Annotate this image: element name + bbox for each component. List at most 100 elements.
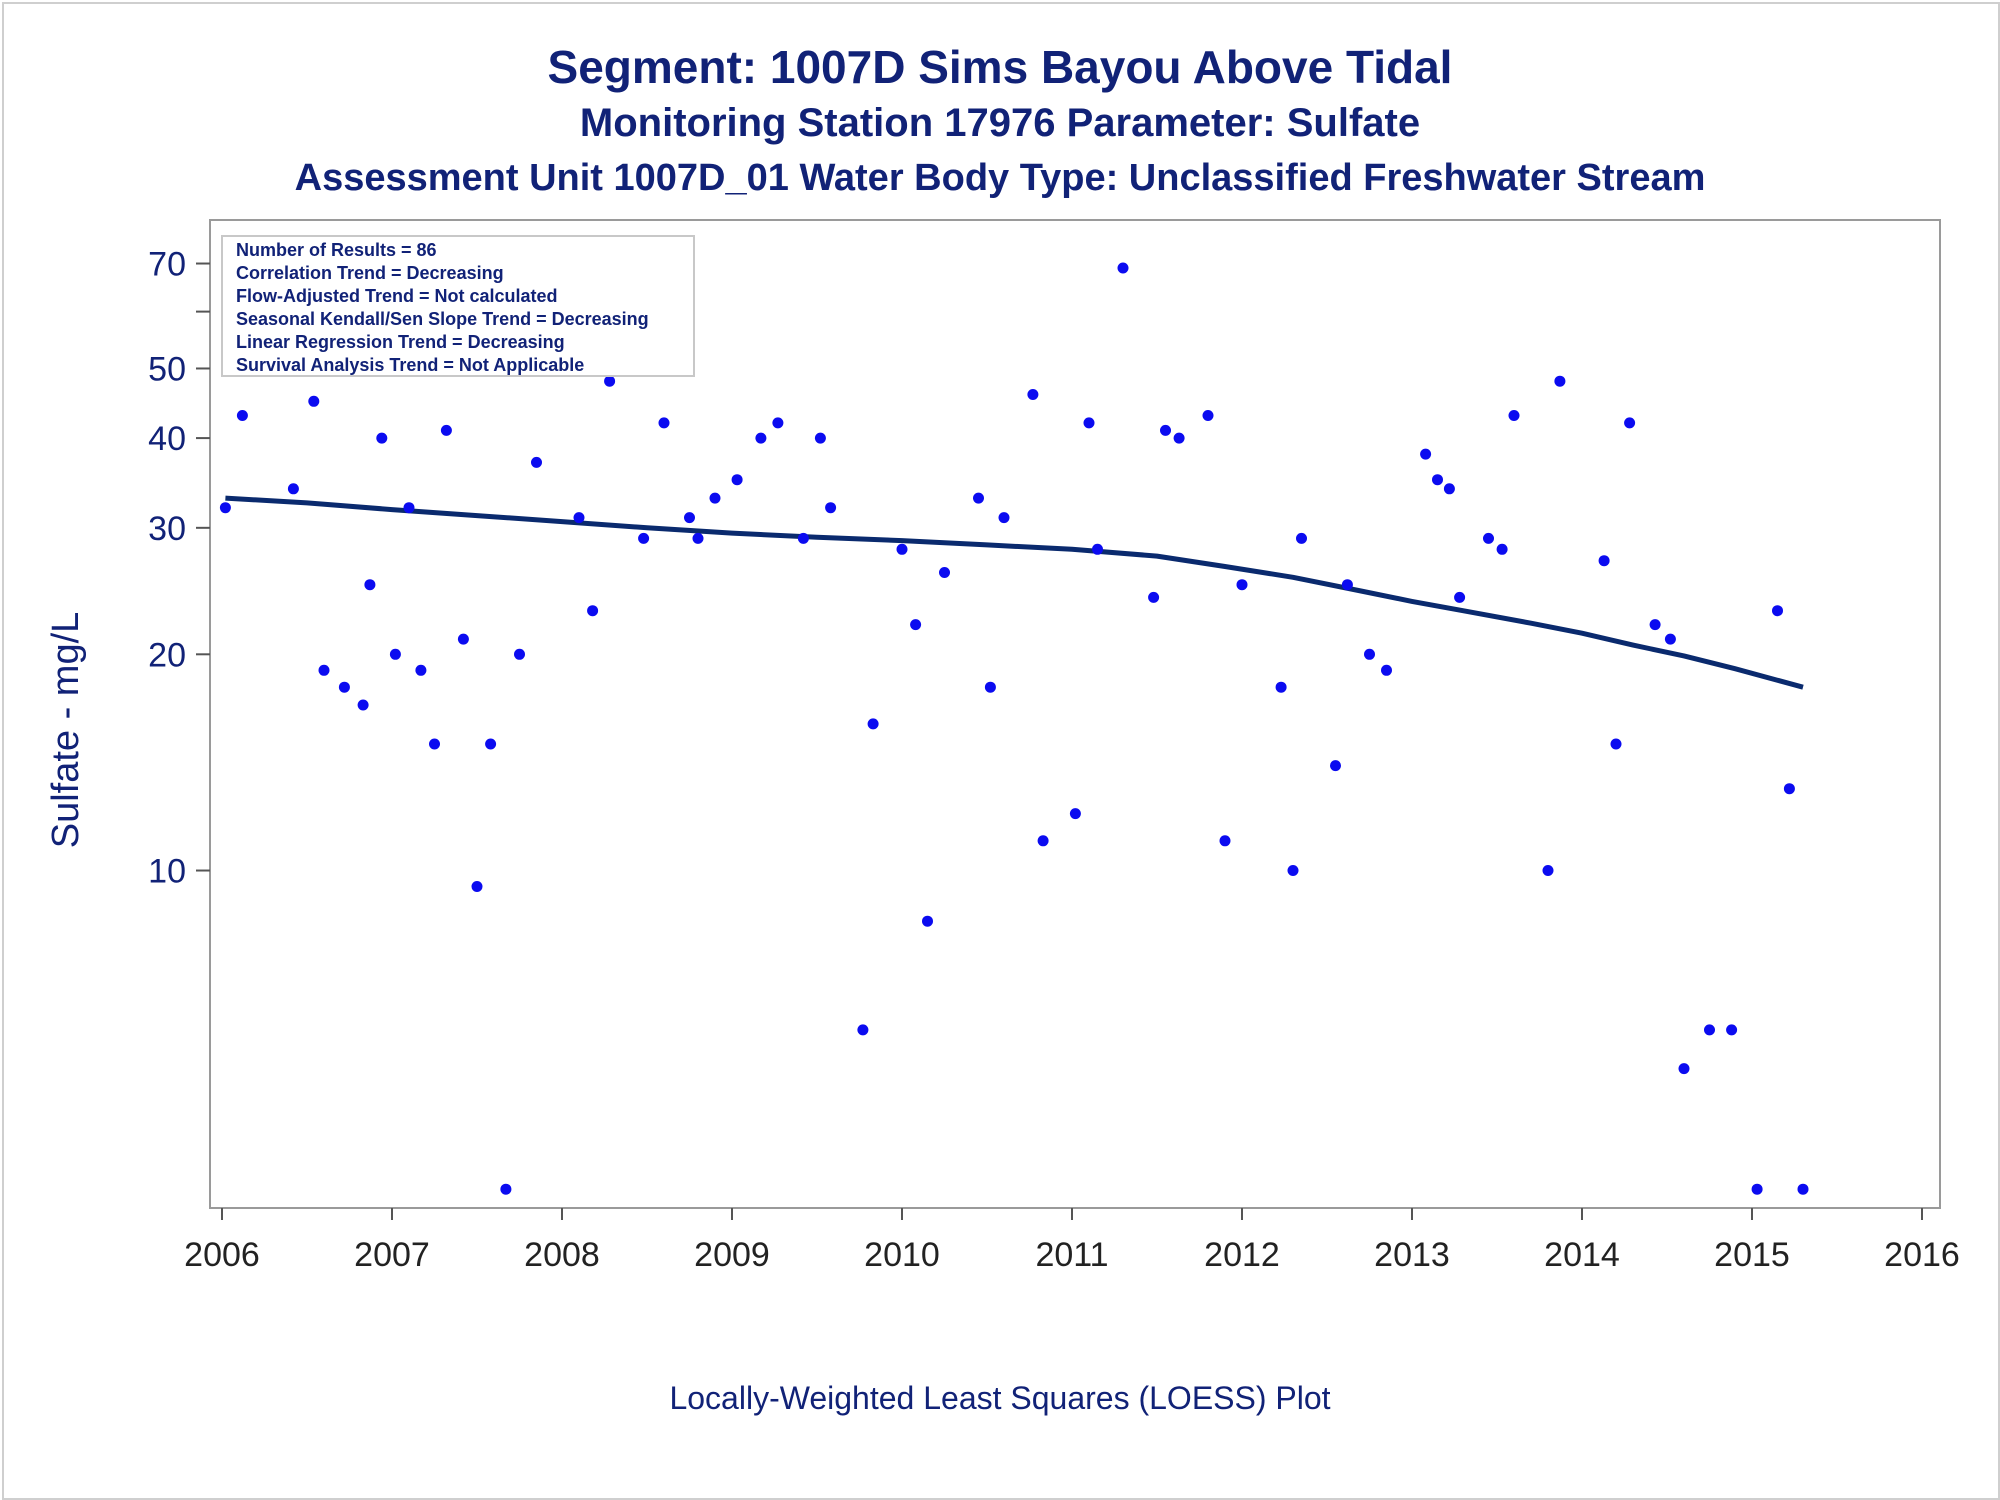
data-point	[1772, 605, 1783, 617]
y-axis: 10 20 30 40 50 70	[148, 246, 210, 891]
y-tick-label: 20	[148, 636, 186, 674]
trend-summary-frame	[221, 235, 695, 377]
data-point	[998, 512, 1010, 524]
data-point	[1598, 555, 1610, 567]
data-point	[1202, 410, 1214, 421]
data-point	[1432, 474, 1443, 486]
data-point	[1160, 424, 1171, 436]
data-point	[1330, 760, 1341, 772]
y-tick-label: 70	[148, 246, 186, 284]
data-point	[638, 532, 650, 544]
data-point	[910, 619, 922, 631]
data-point	[287, 483, 299, 495]
data-point	[825, 502, 837, 514]
chart-subtitle-station: Monitoring Station 17976 Parameter: Sulf…	[579, 101, 1421, 145]
data-point	[1664, 633, 1676, 645]
data-point	[658, 417, 670, 429]
data-point	[587, 605, 599, 617]
data-point	[896, 543, 908, 555]
data-point	[236, 410, 248, 421]
data-point	[1797, 1183, 1809, 1195]
data-point	[471, 881, 483, 892]
data-point	[1726, 1024, 1738, 1036]
data-point	[604, 375, 616, 387]
data-point	[318, 664, 330, 676]
data-point	[1381, 664, 1392, 676]
data-point	[500, 1183, 512, 1195]
data-point	[1296, 532, 1307, 544]
data-point	[1027, 389, 1039, 400]
data-point	[1148, 591, 1160, 603]
data-point	[1554, 375, 1566, 387]
data-point	[308, 395, 320, 407]
data-point	[1783, 783, 1795, 795]
data-point	[1219, 835, 1231, 847]
data-point	[1649, 619, 1661, 631]
data-point	[1610, 738, 1622, 750]
data-point	[1173, 432, 1185, 444]
data-point	[219, 502, 231, 514]
data-point	[1624, 417, 1636, 429]
summary-line-flow-adjusted: Flow-Adjusted Trend = Not calculated	[236, 286, 558, 306]
data-point	[531, 456, 542, 468]
chart-subtitle-assessment: Assessment Unit 1007D_01 Water Body Type…	[294, 157, 1706, 199]
x-tick-label: 2006	[184, 1236, 260, 1274]
data-point	[1420, 448, 1432, 460]
data-point	[973, 492, 984, 504]
data-point	[692, 532, 704, 544]
data-point	[389, 648, 401, 660]
data-point	[514, 648, 525, 660]
data-point	[1236, 579, 1248, 591]
data-point	[415, 664, 427, 676]
data-point	[1275, 681, 1287, 693]
summary-line-correlation: Correlation Trend = Decreasing	[236, 263, 504, 283]
data-point	[1037, 835, 1049, 847]
trend-summary-box: Number of Results = 86 Correlation Trend…	[221, 235, 695, 377]
y-axis-label: Sulfate - mg/L	[45, 612, 87, 849]
data-point	[684, 512, 695, 524]
summary-line-results: Number of Results = 86	[236, 240, 437, 260]
data-point	[429, 738, 440, 750]
data-point	[1287, 865, 1299, 876]
plot-area	[209, 219, 1941, 1209]
data-point	[709, 492, 721, 504]
data-point	[867, 718, 879, 730]
data-point	[1443, 483, 1455, 495]
x-tick-label: 2012	[1204, 1236, 1280, 1274]
x-tick-label: 2016	[1884, 1236, 1960, 1274]
data-point	[772, 417, 784, 429]
x-tick-label: 2014	[1544, 1236, 1620, 1274]
chart-title: Segment: 1007D Sims Bayou Above Tidal	[547, 41, 1453, 93]
loess-curve	[225, 495, 1804, 690]
data-point	[797, 532, 809, 544]
data-point	[338, 681, 350, 693]
data-point	[922, 915, 933, 927]
data-point	[1364, 648, 1375, 660]
data-point	[1496, 543, 1508, 555]
data-point	[1508, 410, 1520, 421]
data-point	[1341, 579, 1353, 591]
data-point	[814, 432, 826, 444]
data-point	[573, 512, 585, 524]
x-tick-label: 2010	[864, 1236, 940, 1274]
data-point	[1454, 591, 1466, 603]
data-point	[485, 738, 497, 750]
data-point	[939, 567, 950, 578]
x-tick-label: 2007	[354, 1236, 430, 1274]
data-point	[1483, 532, 1494, 544]
data-point	[1083, 417, 1095, 429]
data-point	[1069, 808, 1081, 820]
x-axis: 2006 2007 2008 2009 2010 2011 2012 2013 2014 2015…	[184, 1208, 1960, 1274]
data-point	[1678, 1063, 1690, 1075]
y-tick-label: 50	[148, 350, 186, 388]
summary-line-survival-analysis: Survival Analysis Trend = Not Applicable	[236, 355, 584, 375]
summary-line-seasonal-kendall: Seasonal Kendall/Sen Slope Trend = Decre…	[236, 309, 649, 329]
data-point	[1092, 543, 1103, 555]
data-point	[1704, 1024, 1715, 1036]
y-tick-label: 40	[148, 420, 186, 458]
x-tick-label: 2013	[1374, 1236, 1450, 1274]
x-tick-label: 2011	[1035, 1236, 1108, 1274]
data-point	[376, 432, 388, 444]
plot-footnote: Locally-Weighted Least Squares (LOESS) P…	[669, 1380, 1331, 1416]
data-point	[857, 1024, 869, 1036]
